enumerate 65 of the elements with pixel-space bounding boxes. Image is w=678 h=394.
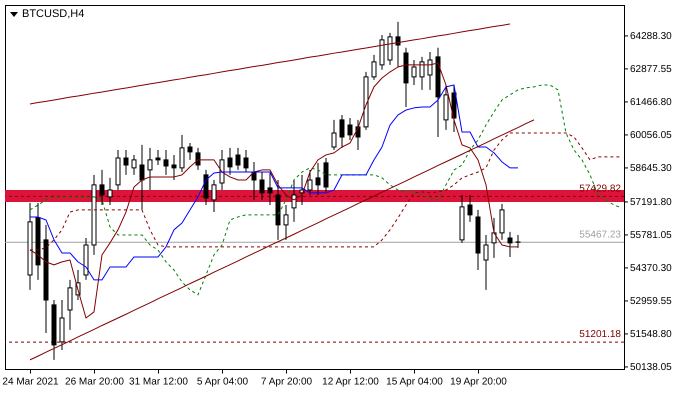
chart-title: BTCUSD,H4: [22, 8, 84, 20]
y-tick-label: 51548.80: [630, 328, 672, 340]
x-tick-label: 24 Mar 2021: [2, 376, 60, 388]
y-tick-label: 62877.55: [630, 64, 672, 75]
candlestick: [148, 147, 152, 191]
candlestick: [244, 150, 248, 173]
candlestick: [196, 147, 200, 170]
candlestick: [268, 172, 272, 206]
candlestick: [420, 56, 424, 90]
candlestick: [180, 134, 184, 173]
candlestick: [516, 234, 520, 248]
candlestick: [212, 179, 216, 213]
candlestick: [188, 142, 192, 160]
y-tick-label: 60056.05: [630, 130, 672, 141]
x-tick-label: 5 Apr 04:00: [196, 376, 249, 388]
y-tick-label: 58645.30: [630, 162, 672, 174]
candlestick: [68, 279, 72, 330]
candlestick: [156, 150, 160, 166]
candlestick: [284, 204, 288, 240]
x-tick-label: 26 Mar 20:00: [65, 376, 124, 388]
candlestick: [164, 150, 168, 176]
candlestick: [340, 114, 344, 148]
x-tick-label: 19 Apr 20:00: [450, 376, 508, 388]
candlestick: [220, 150, 224, 191]
candlestick: [316, 162, 320, 196]
candlestick: [172, 154, 176, 180]
y-tick-label: 61466.80: [630, 96, 672, 108]
candlestick: [260, 172, 264, 200]
candlestick: [100, 169, 104, 206]
x-tick-label: 15 Apr 04:00: [386, 376, 444, 388]
x-tick-label: 7 Apr 20:00: [260, 376, 313, 388]
candlestick: [60, 299, 64, 351]
y-tick-label: 52959.55: [630, 296, 672, 307]
candlestick: [492, 217, 496, 258]
candlestick: [108, 177, 112, 206]
candlestick: [124, 150, 128, 176]
candlestick: [140, 144, 144, 210]
y-tick-label: 57191.80: [630, 196, 672, 208]
ref-line-label: 51201.18: [579, 329, 622, 340]
candlestick: [388, 32, 392, 66]
candlestick: [236, 147, 240, 170]
candlestick: [508, 231, 512, 258]
line-series: [30, 84, 518, 280]
y-tick-label: 50138.05: [630, 362, 672, 373]
candlestick: [292, 179, 296, 222]
x-tick-label: 12 Apr 12:00: [322, 376, 380, 388]
line-series: [30, 23, 510, 104]
candlestick: [372, 54, 376, 80]
candlestick: [484, 234, 488, 290]
candlestick: [308, 169, 312, 196]
candlestick: [132, 154, 136, 176]
x-tick-label: 31 Mar 12:00: [129, 376, 188, 388]
y-tick-label: 54370.30: [630, 262, 672, 274]
y-tick-label: 55781.05: [630, 230, 672, 241]
candlestick: [332, 119, 336, 151]
candlestick: [412, 59, 416, 86]
y-tick-label: 64288.30: [630, 30, 672, 42]
candlestick: [348, 117, 352, 140]
ref-line-label: 55467.23: [579, 229, 622, 240]
candlestick: [468, 194, 472, 222]
candlestick: [500, 203, 504, 240]
candlestick: [428, 52, 432, 90]
candlestick: [228, 147, 232, 176]
line-series: [30, 84, 622, 296]
candlestick: [204, 169, 208, 206]
